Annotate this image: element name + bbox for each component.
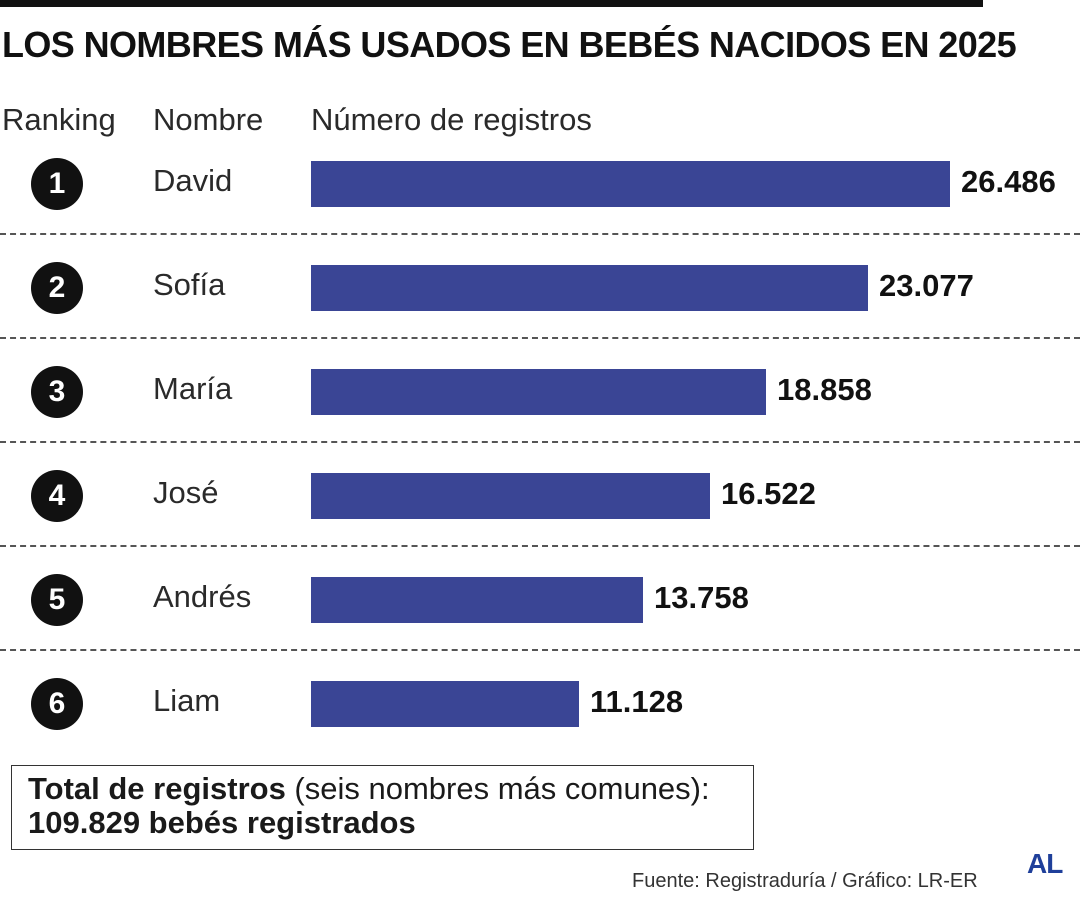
value-label: 13.758 [654,580,749,615]
top-rule [0,0,983,7]
bar [311,265,868,311]
value-label: 11.128 [590,684,684,719]
bar [311,473,710,519]
row-separator [0,441,1080,443]
bar [311,577,643,623]
rank-badge: 2 [31,262,83,314]
column-header-registros: Número de registros [311,102,592,137]
chart-row: 1 David 26.486 [0,154,1080,258]
rank-badge: 4 [31,470,83,522]
chart-row: 5 Andrés 13.758 [0,570,1080,674]
row-separator [0,337,1080,339]
row-separator [0,233,1080,235]
value-label: 23.077 [879,268,974,303]
row-separator [0,649,1080,651]
column-header-nombre: Nombre [153,102,264,137]
value-label: 26.486 [961,164,1056,199]
bar-chart: 1 David 26.486 2 Sofía 23.077 3 María 18.858 4 Jos… [0,154,1080,730]
total-label-note: (seis nombres más comunes): [285,771,710,806]
row-separator [0,545,1080,547]
source-note: Fuente: Registraduría / Gráfico: LR-ER [632,870,978,892]
publisher-logo: AL [1027,848,1063,879]
bar [311,161,950,207]
total-label: Total de registros [28,771,286,806]
rank-badge: 5 [31,574,83,626]
rank-badge: 1 [31,158,83,210]
rank-badge: 3 [31,366,83,418]
name-label: María [153,371,233,406]
bar [311,681,579,727]
name-label: David [153,163,233,198]
name-label: José [153,475,219,510]
bar [311,369,766,415]
name-label: Liam [153,683,221,718]
chart-row: 3 María 18.858 [0,362,1080,466]
rank-badge: 6 [31,678,83,730]
value-label: 18.858 [777,372,872,407]
column-header-ranking: Ranking [2,102,116,137]
value-label: 16.522 [721,476,816,511]
total-value: 109.829 bebés registrados [28,805,416,840]
chart-row: 2 Sofía 23.077 [0,258,1080,362]
chart-title: LOS NOMBRES MÁS USADOS EN BEBÉS NACIDOS … [2,24,1017,65]
total-box: Total de registros (seis nombres más com… [11,765,754,850]
chart-row: 4 José 16.522 [0,466,1080,570]
name-label: Andrés [153,579,252,614]
name-label: Sofía [153,267,226,302]
chart-row: 6 Liam 11.128 [0,674,1080,778]
